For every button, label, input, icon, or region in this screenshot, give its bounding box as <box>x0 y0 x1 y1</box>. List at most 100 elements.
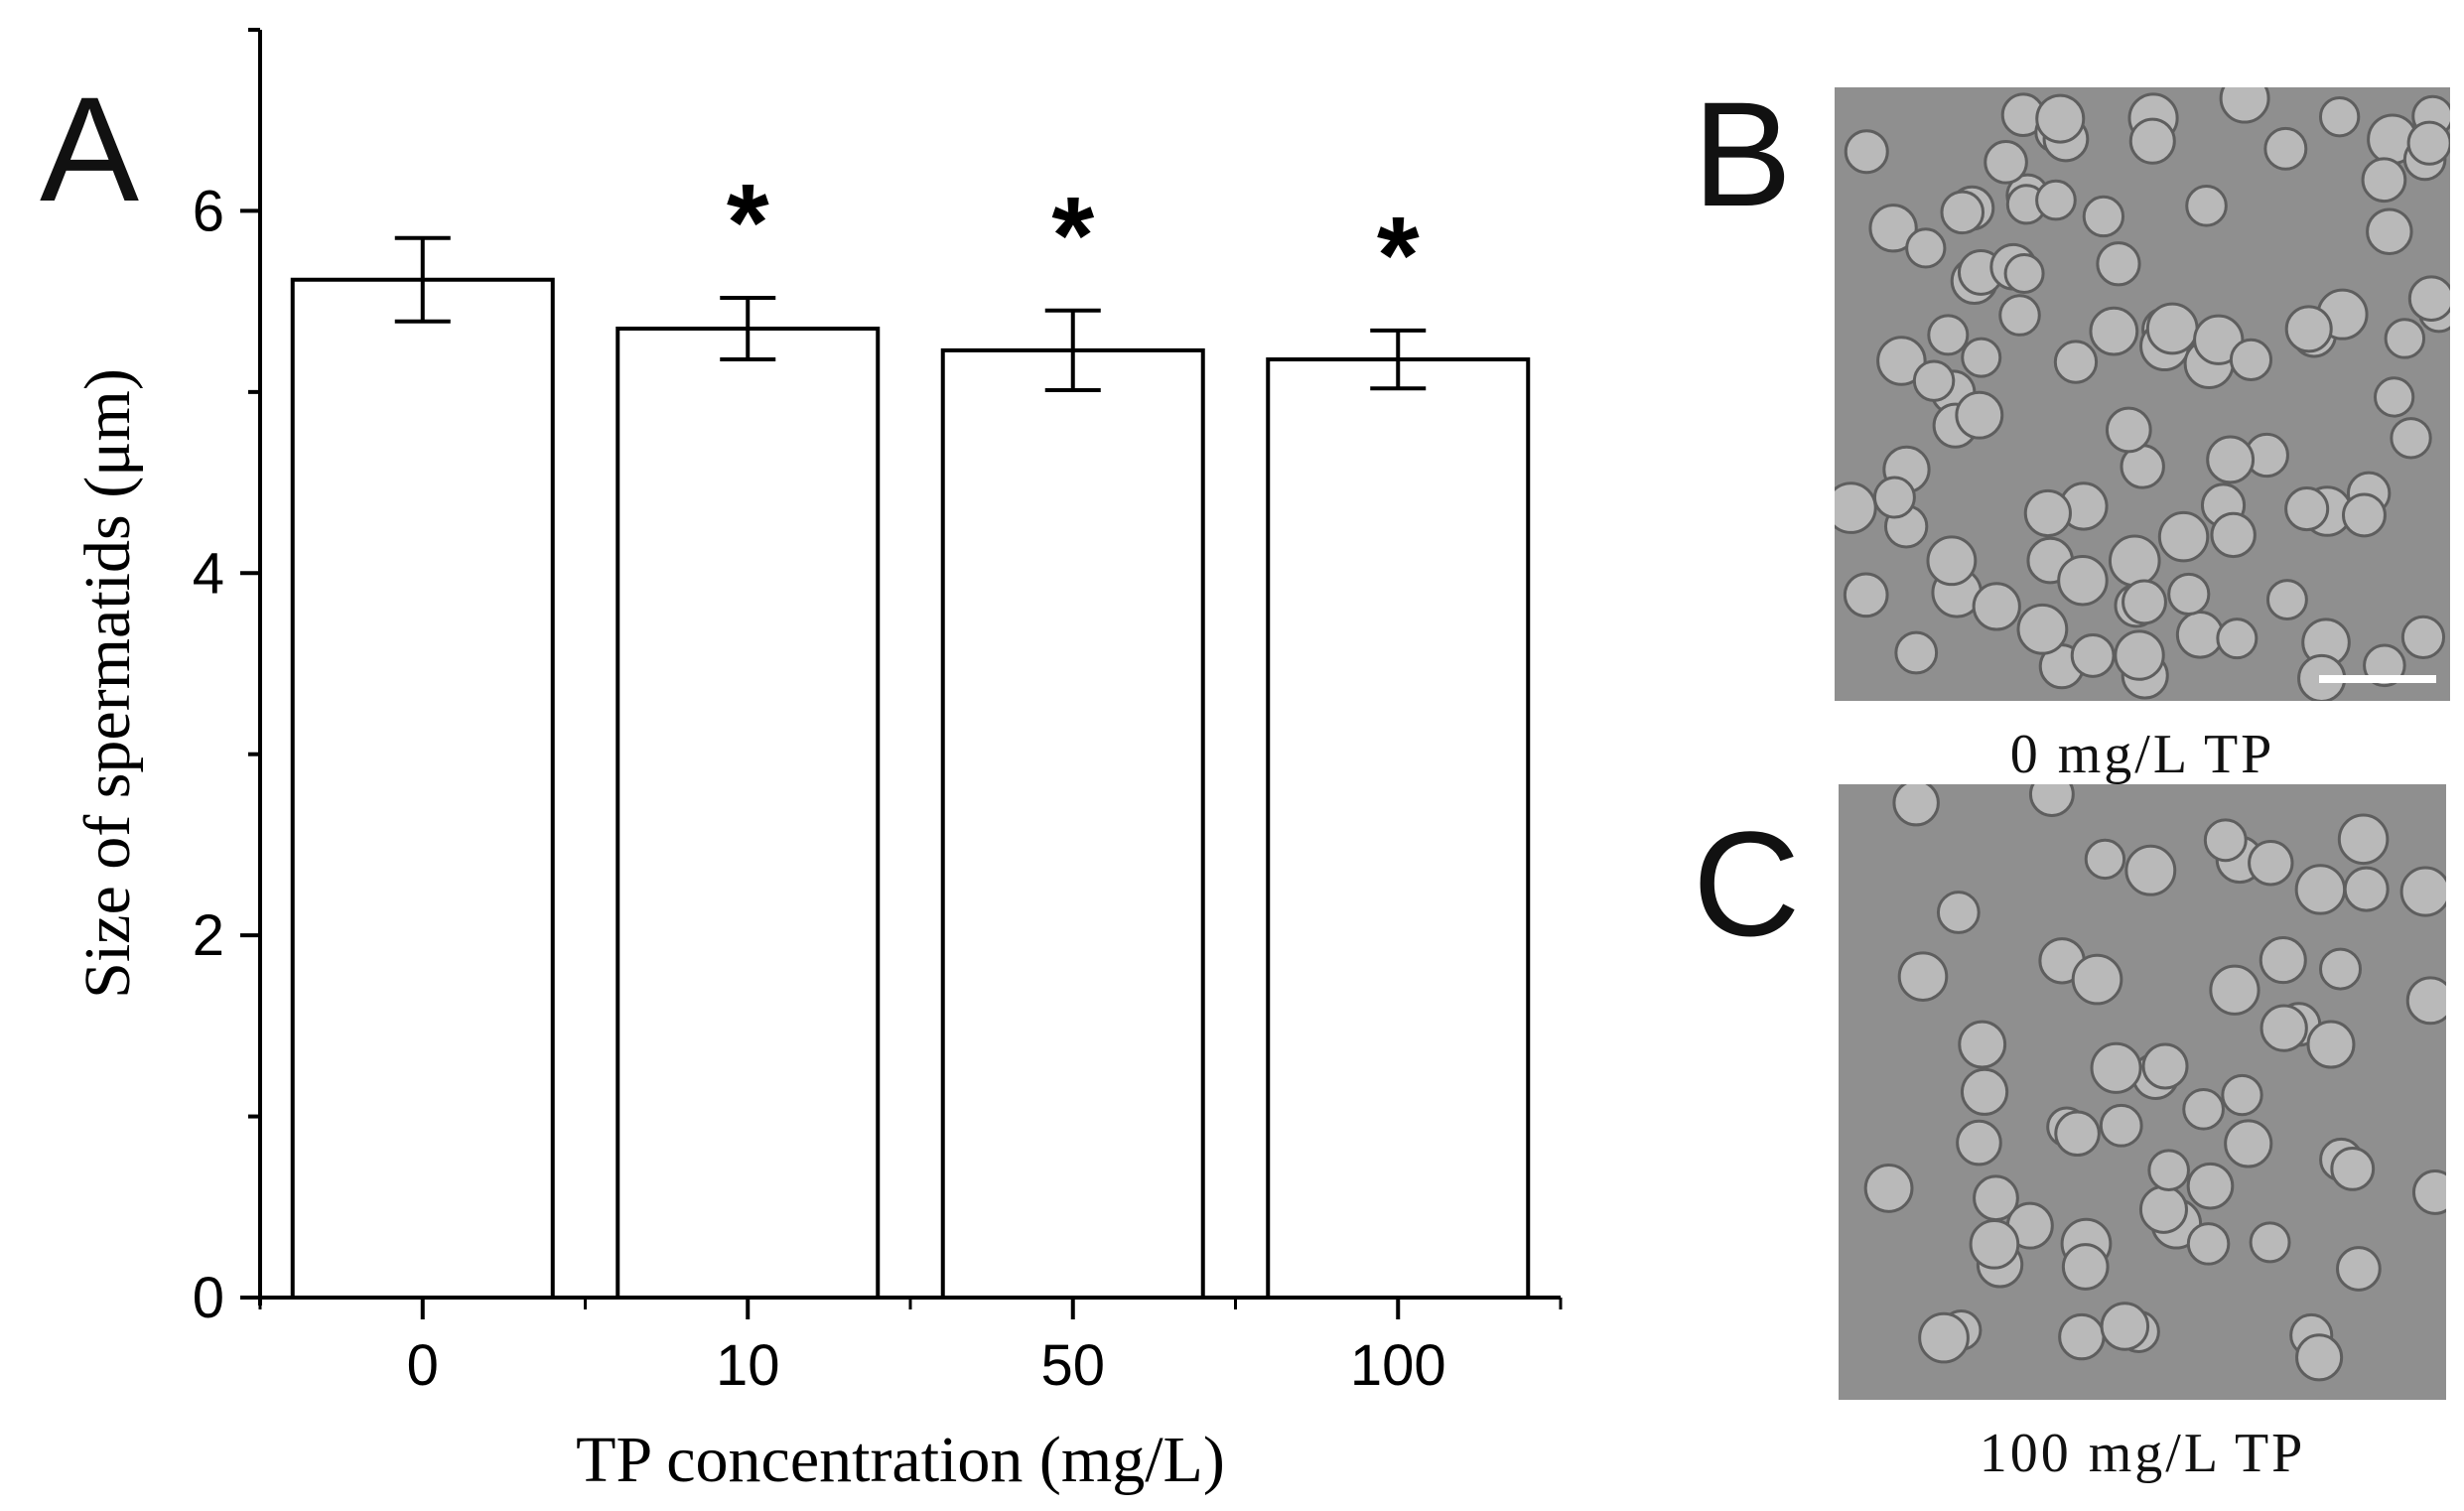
micrograph-b-caption: 0 mg/L TP <box>2009 724 2275 785</box>
significance-mark-10: * <box>727 162 769 284</box>
cell <box>1843 572 1889 618</box>
cell <box>1972 582 2021 631</box>
cell <box>2366 207 2413 255</box>
x-axis-title: TP concentration (mg/L) <box>576 1424 1225 1496</box>
cell <box>2306 1020 2356 1069</box>
micrograph-c <box>1839 784 2446 1400</box>
cell <box>1835 481 1877 534</box>
cell <box>1940 190 1985 235</box>
cell <box>2186 1162 2235 1210</box>
bar-50 <box>940 347 1205 1300</box>
cell <box>2399 866 2446 917</box>
cell <box>2295 1333 2344 1382</box>
cell <box>1926 535 1978 587</box>
cell <box>2294 864 2347 915</box>
panel-label-b: B <box>1693 70 1793 237</box>
x-tick-label-50: 50 <box>1040 1333 1105 1398</box>
cell <box>1872 476 1916 519</box>
cell <box>2407 275 2450 322</box>
cell <box>2157 510 2210 563</box>
cell <box>2319 947 2363 991</box>
micrograph-b <box>1835 87 2450 701</box>
cell <box>2206 435 2256 484</box>
cell <box>2361 157 2407 204</box>
cell <box>2084 838 2126 881</box>
cell <box>2023 488 2072 538</box>
micrograph-c-caption: 100 mg/L TP <box>1979 1423 2306 1484</box>
cell <box>2209 964 2260 1016</box>
cell <box>2128 117 2176 165</box>
cell <box>2265 579 2308 621</box>
x-tick-label-10: 10 <box>716 1333 780 1398</box>
cell <box>2337 813 2390 866</box>
cell <box>2248 840 2294 887</box>
cell <box>2057 554 2109 607</box>
cell <box>2035 93 2086 144</box>
cell <box>2343 866 2390 912</box>
cell <box>2070 632 2116 678</box>
cell <box>2003 252 2045 295</box>
cell <box>2182 1087 2225 1131</box>
cell <box>1897 951 1949 1002</box>
cell <box>2071 953 2123 1006</box>
cell <box>2105 406 2152 454</box>
cell <box>2058 1312 2106 1361</box>
panel-label-a: A <box>40 66 140 232</box>
cell <box>2122 579 2167 625</box>
cell <box>2167 572 2211 617</box>
cell <box>2330 1146 2376 1191</box>
cell <box>2145 302 2199 355</box>
cell <box>2210 511 2257 559</box>
panel-label-c: C <box>1693 800 1801 967</box>
cell <box>2221 1073 2263 1117</box>
cell <box>1969 1219 2020 1270</box>
cell <box>2035 179 2077 221</box>
cell <box>1960 1067 2009 1116</box>
cell <box>2336 1246 2382 1292</box>
cell <box>1984 140 2028 185</box>
cell <box>1905 227 1947 269</box>
scale-bar <box>2319 675 2436 683</box>
cell <box>2224 1119 2273 1168</box>
significance-mark-50: * <box>1051 175 1094 297</box>
cell <box>2114 629 2165 681</box>
cell <box>2090 1041 2142 1094</box>
y-tick-label: 4 <box>193 541 224 606</box>
cell <box>2400 615 2446 659</box>
cell <box>1956 1119 2002 1167</box>
cell <box>2096 241 2141 287</box>
cell <box>2263 126 2308 171</box>
cell <box>2100 1302 2150 1351</box>
cell <box>2216 618 2259 660</box>
cell <box>2124 844 2177 896</box>
cell <box>2175 611 2225 659</box>
y-tick-label: 2 <box>193 903 224 968</box>
cell <box>1918 1311 1970 1364</box>
cell <box>2082 195 2125 238</box>
x-tick-label-100: 100 <box>1350 1333 1446 1398</box>
cell <box>2219 87 2270 124</box>
cell <box>2185 185 2228 227</box>
bar-10 <box>616 327 881 1300</box>
cell <box>1892 784 1940 827</box>
cell <box>2406 120 2450 166</box>
cell <box>1998 294 2041 337</box>
cell <box>2138 1184 2188 1234</box>
cell <box>2259 936 2307 985</box>
cell <box>2390 417 2432 460</box>
bar-0 <box>290 277 555 1300</box>
cell <box>1912 359 1956 402</box>
y-tick-label: 6 <box>193 179 224 243</box>
cell <box>2318 95 2361 138</box>
cell <box>2141 1042 2189 1090</box>
cell <box>2284 305 2333 353</box>
y-axis-title: Size of spermatids (μm) <box>71 368 144 999</box>
cell <box>1927 314 1970 356</box>
cell <box>1868 204 1918 253</box>
cell <box>2054 1110 2101 1158</box>
cell <box>2053 340 2099 384</box>
cell <box>2284 485 2330 532</box>
cell <box>2384 318 2426 359</box>
cell <box>1961 337 2002 378</box>
